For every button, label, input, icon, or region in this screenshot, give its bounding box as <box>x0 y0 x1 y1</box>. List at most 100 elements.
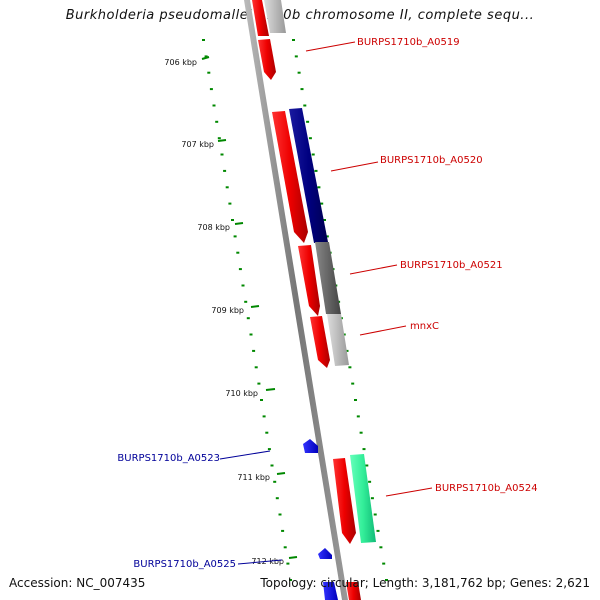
gene-label-a0521[interactable]: BURPS1710b_A0521 <box>400 260 503 271</box>
ruler-dot <box>379 546 383 549</box>
ruler-dot <box>209 88 213 91</box>
ruler-dot <box>300 88 304 91</box>
ruler-dot <box>351 382 355 385</box>
ruler-dot <box>225 186 229 189</box>
gene-features <box>252 0 376 600</box>
gene-bar-red[interactable] <box>252 0 269 36</box>
gene-label-a0519[interactable]: BURPS1710b_A0519 <box>357 37 460 48</box>
gene-arrow-blue-a0523[interactable] <box>303 439 318 453</box>
ruler-dots-left <box>202 39 292 581</box>
ruler-dot <box>207 71 211 74</box>
scale-label: 711 kbp <box>237 473 270 482</box>
gene-bar-gray-a0521[interactable] <box>315 242 341 314</box>
genome-summary-text: Topology: circular; Length: 3,181,762 bp… <box>260 576 590 590</box>
ruler-dot <box>270 464 274 467</box>
ruler-dot <box>278 513 282 516</box>
ruler-dot <box>320 202 324 205</box>
ruler-dot <box>303 104 307 107</box>
ruler-dot <box>385 579 388 581</box>
gene-label-a0520[interactable]: BURPS1710b_A0520 <box>380 155 483 166</box>
accession-text: Accession: NC_007435 <box>9 576 146 590</box>
scale-tick <box>288 556 298 559</box>
gene-arrow-blue-a0525[interactable] <box>318 548 332 559</box>
gene-bar-light-gray[interactable] <box>264 0 286 33</box>
gene-arrow-a0519[interactable] <box>258 39 276 80</box>
ruler-dot <box>228 202 232 205</box>
gene-label-a0524[interactable]: BURPS1710b_A0524 <box>435 483 538 494</box>
ruler-dot <box>241 284 245 287</box>
ruler-dot <box>308 137 312 140</box>
ruler-dot <box>215 120 219 123</box>
ruler-dot <box>283 546 287 549</box>
ruler-dot <box>265 431 269 434</box>
ruler-dot <box>212 104 216 107</box>
gene-bar-blue[interactable] <box>323 582 338 600</box>
ruler-dot <box>382 562 386 565</box>
ruler-dot <box>204 55 208 58</box>
gene-arrow-red[interactable] <box>298 245 320 316</box>
ruler-dot <box>217 137 221 140</box>
gene-label-a0523[interactable]: BURPS1710b_A0523 <box>117 453 220 464</box>
ruler-dot <box>249 333 253 336</box>
ruler-dot <box>314 169 318 172</box>
ruler-dot <box>262 415 266 418</box>
ruler-dot <box>273 480 277 483</box>
scale-tick <box>250 305 260 308</box>
gene-labels: BURPS1710b_A0519 BURPS1710b_A0520 BURPS1… <box>117 37 537 570</box>
ruler-dot <box>254 366 258 369</box>
ruler-dot <box>281 529 285 532</box>
ruler-dot <box>260 399 263 401</box>
ruler-dot <box>306 120 310 123</box>
ruler-dot <box>220 153 224 156</box>
ruler-dot <box>267 448 271 451</box>
scale-tick <box>217 139 227 142</box>
ruler-dot <box>373 513 377 516</box>
ruler-dot <box>294 55 298 58</box>
ruler-dot <box>368 480 372 483</box>
scale-tick <box>265 388 276 391</box>
ruler-dot <box>223 169 227 172</box>
ruler-dot <box>325 235 329 238</box>
ruler-dot <box>257 382 261 385</box>
scale-label: 710 kbp <box>225 389 258 398</box>
gene-bar-navy-a0520[interactable] <box>289 108 328 243</box>
ruler-dot <box>233 235 237 238</box>
ruler-dot <box>359 431 363 434</box>
ruler-dot <box>356 415 360 418</box>
ruler-dot <box>289 579 292 581</box>
ruler-dot <box>311 153 315 156</box>
ruler-dot <box>275 497 279 500</box>
scale-tick <box>201 56 210 60</box>
ruler-dot <box>317 186 321 189</box>
gene-arrow-red[interactable] <box>272 111 308 243</box>
ruler-dot <box>365 464 369 467</box>
gene-bar-green-a0524[interactable] <box>350 454 376 543</box>
map-title: Burkholderia pseudomallei 1710b chromoso… <box>65 8 535 23</box>
ruler-dot <box>345 349 349 352</box>
ruler-dot <box>292 39 295 41</box>
scale-label: 706 kbp <box>164 58 197 67</box>
ruler-dot <box>238 268 242 271</box>
ruler-dot <box>323 219 326 221</box>
ruler-dot <box>370 497 374 500</box>
gene-arrow-red[interactable] <box>310 316 330 368</box>
ruler-dot <box>354 399 357 401</box>
ruler-dot <box>376 529 380 532</box>
ruler-dot <box>244 300 248 303</box>
ruler-dot <box>236 251 240 254</box>
gene-arrow-red-a0524[interactable] <box>333 458 356 544</box>
gene-label-a0525[interactable]: BURPS1710b_A0525 <box>133 559 236 570</box>
ruler-dot <box>348 366 352 369</box>
ruler-dot <box>246 317 250 320</box>
scale-label: 708 kbp <box>197 223 230 232</box>
ruler-dot <box>297 71 301 74</box>
gene-bar-light-gray-mnxc[interactable] <box>327 314 349 366</box>
backbone <box>244 0 348 600</box>
gene-label-mnxc[interactable]: mnxC <box>410 321 439 332</box>
scale-tick <box>234 222 244 225</box>
scale-label: 709 kbp <box>211 306 244 315</box>
ruler-dot <box>252 349 256 352</box>
gene-bar-red[interactable] <box>346 582 361 600</box>
scale-tick <box>276 472 286 475</box>
